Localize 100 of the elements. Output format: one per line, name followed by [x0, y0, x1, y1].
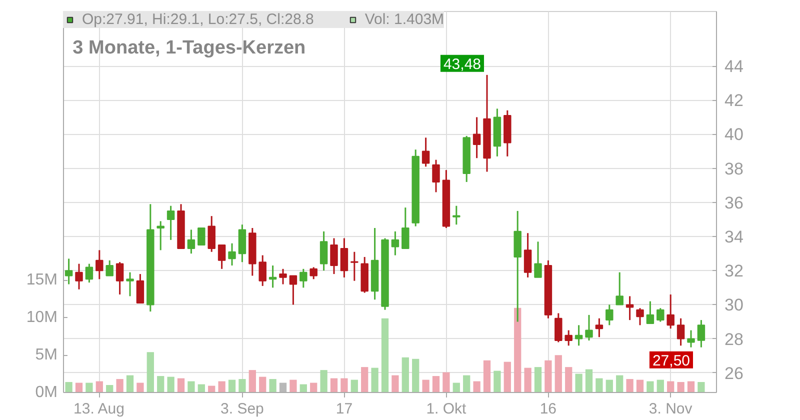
candlestick [646, 300, 654, 324]
candlestick [208, 215, 216, 253]
bar [167, 376, 174, 392]
bar [86, 382, 93, 392]
text: 3 Monate, 1-Tages-Kerzen [72, 37, 306, 58]
candlestick [422, 136, 430, 168]
candlestick [106, 260, 114, 276]
candlestick [666, 294, 674, 330]
x-tick-label: 3. Sep [220, 400, 264, 418]
bar [361, 367, 368, 392]
candlestick [687, 330, 695, 348]
bar [188, 381, 195, 392]
y2-tick-label: 10M [26, 309, 58, 326]
candlestick [616, 272, 624, 306]
candlestick [676, 318, 685, 346]
candlestick [534, 240, 542, 278]
bar [544, 360, 552, 392]
candlestick [340, 237, 348, 278]
bar [350, 380, 358, 392]
bar [248, 370, 256, 392]
bar [575, 374, 582, 392]
candlestick [268, 264, 277, 288]
bar [310, 382, 318, 392]
bar [514, 308, 522, 392]
bar [646, 381, 654, 392]
bar [146, 352, 154, 392]
candlestick [606, 304, 614, 326]
bar [565, 367, 572, 392]
bar [392, 375, 399, 392]
y2-tick-label: 5M [35, 346, 58, 364]
bar [596, 378, 603, 392]
candlestick [402, 206, 410, 250]
bar [177, 378, 185, 392]
bar [636, 380, 644, 392]
bar [330, 378, 338, 392]
bar [616, 375, 624, 392]
candlestick [96, 249, 104, 280]
bar [259, 376, 266, 392]
candlestick [697, 319, 706, 348]
candlestick [310, 266, 318, 280]
bar [371, 368, 378, 392]
bar [269, 379, 276, 392]
candlestick [289, 274, 298, 306]
bar [687, 381, 695, 392]
candlestick [156, 220, 164, 251]
bar [412, 358, 420, 392]
candlestick [391, 230, 400, 256]
bar [483, 360, 491, 392]
bar [65, 382, 72, 392]
candlestick [64, 258, 73, 285]
candlestick [432, 159, 440, 193]
candlestick [350, 251, 358, 282]
candlestick [187, 228, 196, 254]
bar [96, 381, 103, 392]
bar [504, 362, 511, 392]
bar [422, 380, 430, 392]
bar [340, 378, 348, 392]
candlestick [452, 205, 460, 226]
candlestick [472, 116, 481, 159]
bar [75, 382, 83, 392]
x-tick-label: 1. Okt [426, 400, 468, 418]
bar [116, 379, 124, 392]
y-tick-label: 40 [724, 125, 744, 144]
bar [228, 380, 236, 392]
y-tick-label: 26 [724, 364, 744, 383]
annotation: 27,50 [652, 352, 690, 370]
candlestick [554, 312, 562, 343]
bar [677, 382, 684, 392]
bar [238, 379, 246, 392]
candlestick [85, 263, 94, 284]
bar [126, 375, 134, 392]
candlestick [228, 242, 236, 266]
y-tick-label: 28 [724, 330, 744, 349]
candlestick [238, 224, 246, 263]
bar [218, 381, 226, 392]
bar [554, 355, 562, 392]
bar [279, 382, 287, 392]
bar [452, 382, 460, 392]
annotation: 43,48 [443, 56, 482, 73]
bar [626, 379, 634, 392]
candlestick [198, 227, 206, 246]
candlestick [258, 254, 266, 287]
candlestick [116, 261, 124, 296]
y-tick-label: 32 [724, 262, 744, 281]
bar [656, 380, 664, 392]
candlestick [300, 268, 308, 288]
candlestick [136, 273, 144, 304]
candlestick [218, 244, 226, 270]
candlestick [574, 324, 583, 346]
bar [606, 380, 613, 392]
bar [494, 370, 501, 392]
bar [534, 367, 542, 392]
y2-tick-label: 0M [35, 384, 58, 401]
legend-label: Vol: 1.403M [364, 11, 444, 28]
bar [585, 369, 593, 392]
bar [320, 370, 328, 392]
candlestick [126, 272, 134, 297]
candlestick [636, 307, 644, 326]
bar [432, 376, 440, 392]
bar [290, 380, 297, 392]
